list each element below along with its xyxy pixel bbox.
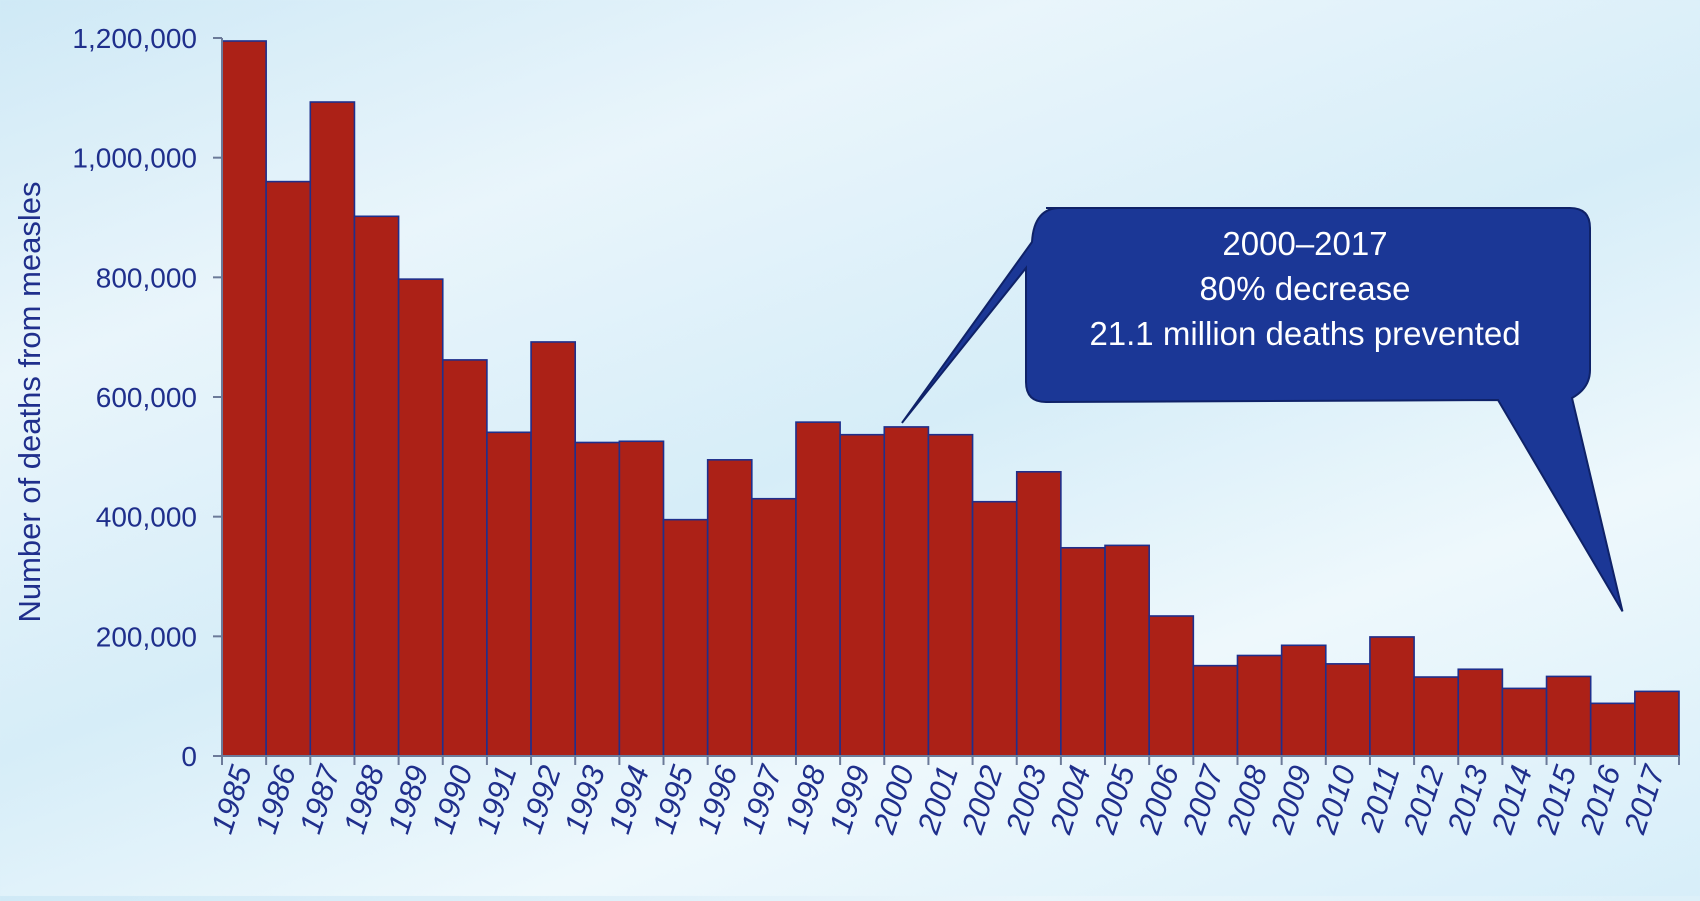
bar-1990 <box>441 359 488 757</box>
bar-1991 <box>486 431 532 757</box>
bar-1985 <box>221 40 267 757</box>
y-tick-label: 400,000 <box>96 502 197 533</box>
bar-2007 <box>1192 664 1239 757</box>
bar-1992 <box>530 341 577 757</box>
bar-1986 <box>265 180 312 757</box>
bar-1999 <box>839 433 886 757</box>
bar-1994 <box>618 440 665 757</box>
bar-2011 <box>1369 636 1415 757</box>
y-ticks: 0 200,000 400,000 600,000 800,000 1,000,000 1,… <box>72 23 222 772</box>
bar-2016 <box>1589 702 1636 757</box>
bar-2001 <box>927 433 974 757</box>
bar-2002 <box>971 500 1018 757</box>
callout: 2000–2017 80% decrease 21.1 million deat… <box>901 207 1624 612</box>
bar-2003 <box>1015 470 1062 757</box>
bar-2015 <box>1545 675 1592 757</box>
bar-2008 <box>1236 654 1283 757</box>
y-tick-label: 0 <box>181 741 197 772</box>
callout-line-prevented: 21.1 million deaths prevented <box>1089 315 1520 352</box>
y-tick-label: 800,000 <box>96 262 197 293</box>
bar-2005 <box>1104 544 1150 757</box>
x-ticks: 1985198619871988198919901991199219931994… <box>204 756 1680 839</box>
bar-1988 <box>353 215 400 757</box>
bar-2014 <box>1501 687 1548 757</box>
bar-2006 <box>1148 615 1195 757</box>
bar-1998 <box>795 421 841 757</box>
callout-line-decrease: 80% decrease <box>1200 270 1411 307</box>
bar-1996 <box>706 459 753 757</box>
bar-1997 <box>751 497 797 757</box>
bar-2010 <box>1324 663 1371 757</box>
bar-1993 <box>574 441 621 757</box>
bar-2000 <box>883 426 930 757</box>
bar-2013 <box>1457 668 1504 757</box>
y-axis-label: Number of deaths from measles <box>12 181 47 622</box>
bar-2017 <box>1634 690 1680 757</box>
bar-1987 <box>309 101 356 757</box>
bar-2009 <box>1280 644 1327 757</box>
bar-1989 <box>397 278 444 757</box>
bar-2004 <box>1060 546 1106 757</box>
callout-line-period: 2000–2017 <box>1222 225 1387 262</box>
y-tick-label: 1,000,000 <box>72 143 197 174</box>
y-tick-label: 1,200,000 <box>72 23 197 54</box>
y-tick-label: 600,000 <box>96 382 197 413</box>
bar-2012 <box>1413 676 1460 757</box>
callout-bubble <box>901 207 1624 612</box>
bar-1995 <box>662 518 709 757</box>
bars-layer <box>221 40 1680 757</box>
y-tick-label: 200,000 <box>96 621 197 652</box>
